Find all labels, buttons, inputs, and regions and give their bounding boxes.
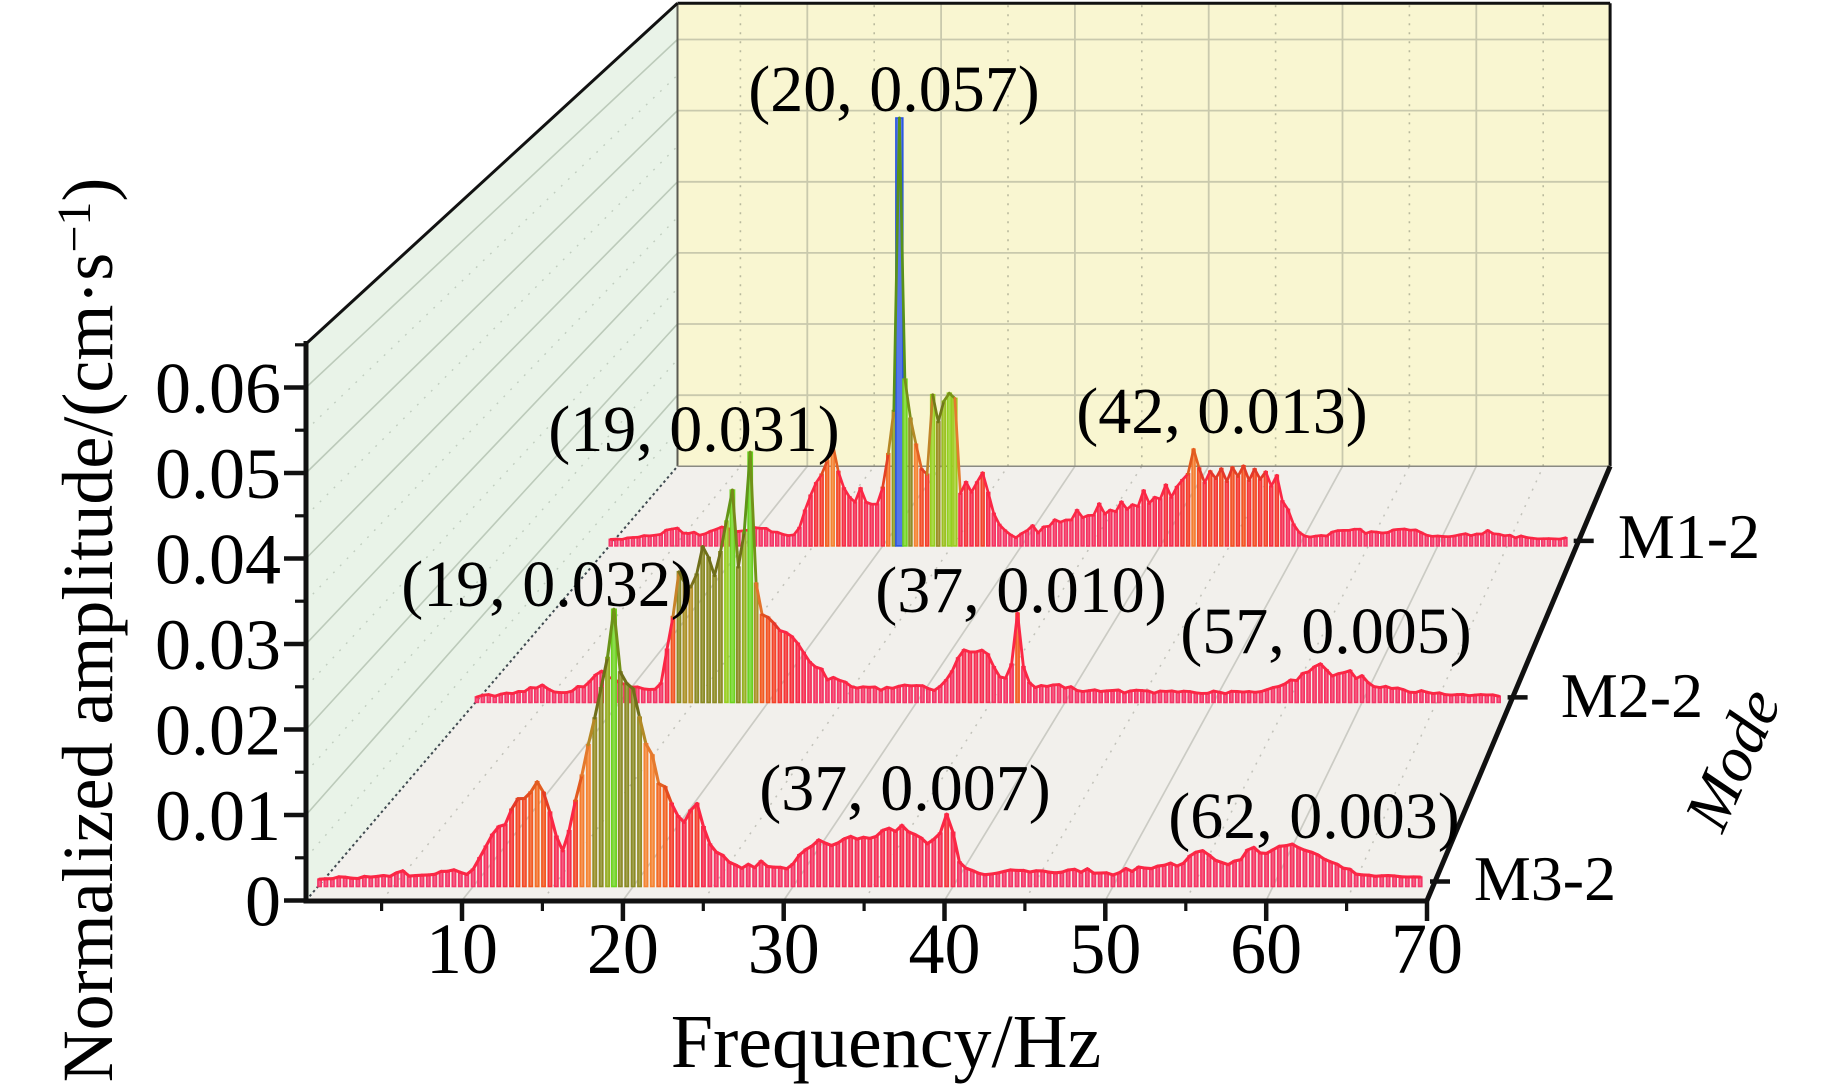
svg-text:(19, 0.032): (19, 0.032) [401, 548, 692, 621]
svg-text:0: 0 [245, 862, 281, 942]
svg-text:20: 20 [587, 909, 659, 989]
svg-text:(37, 0.007): (37, 0.007) [759, 752, 1050, 825]
svg-text:Normalized amplitude/(cm·s−1): Normalized amplitude/(cm·s−1) [48, 178, 128, 1083]
svg-text:(19, 0.031): (19, 0.031) [548, 393, 839, 466]
svg-text:M1-2: M1-2 [1618, 501, 1760, 572]
svg-text:(57, 0.005): (57, 0.005) [1180, 595, 1471, 668]
svg-text:M2-2: M2-2 [1561, 660, 1703, 731]
svg-text:30: 30 [748, 909, 820, 989]
svg-text:0.02: 0.02 [155, 691, 281, 771]
svg-text:60: 60 [1230, 909, 1302, 989]
svg-text:(37, 0.010): (37, 0.010) [875, 554, 1166, 627]
svg-text:0.06: 0.06 [155, 349, 281, 429]
svg-text:(20, 0.057): (20, 0.057) [748, 53, 1039, 126]
svg-text:40: 40 [909, 909, 981, 989]
svg-text:70: 70 [1391, 909, 1463, 989]
svg-text:(42, 0.013): (42, 0.013) [1076, 375, 1367, 448]
svg-text:M3-2: M3-2 [1474, 843, 1616, 914]
svg-text:10: 10 [426, 909, 498, 989]
svg-text:50: 50 [1069, 909, 1141, 989]
svg-text:Frequency/Hz: Frequency/Hz [671, 1000, 1102, 1084]
svg-text:0.04: 0.04 [155, 520, 281, 600]
svg-text:0.05: 0.05 [155, 434, 281, 514]
svg-text:(62, 0.003): (62, 0.003) [1168, 780, 1459, 853]
svg-text:0.03: 0.03 [155, 605, 281, 685]
svg-text:0.01: 0.01 [155, 776, 281, 856]
